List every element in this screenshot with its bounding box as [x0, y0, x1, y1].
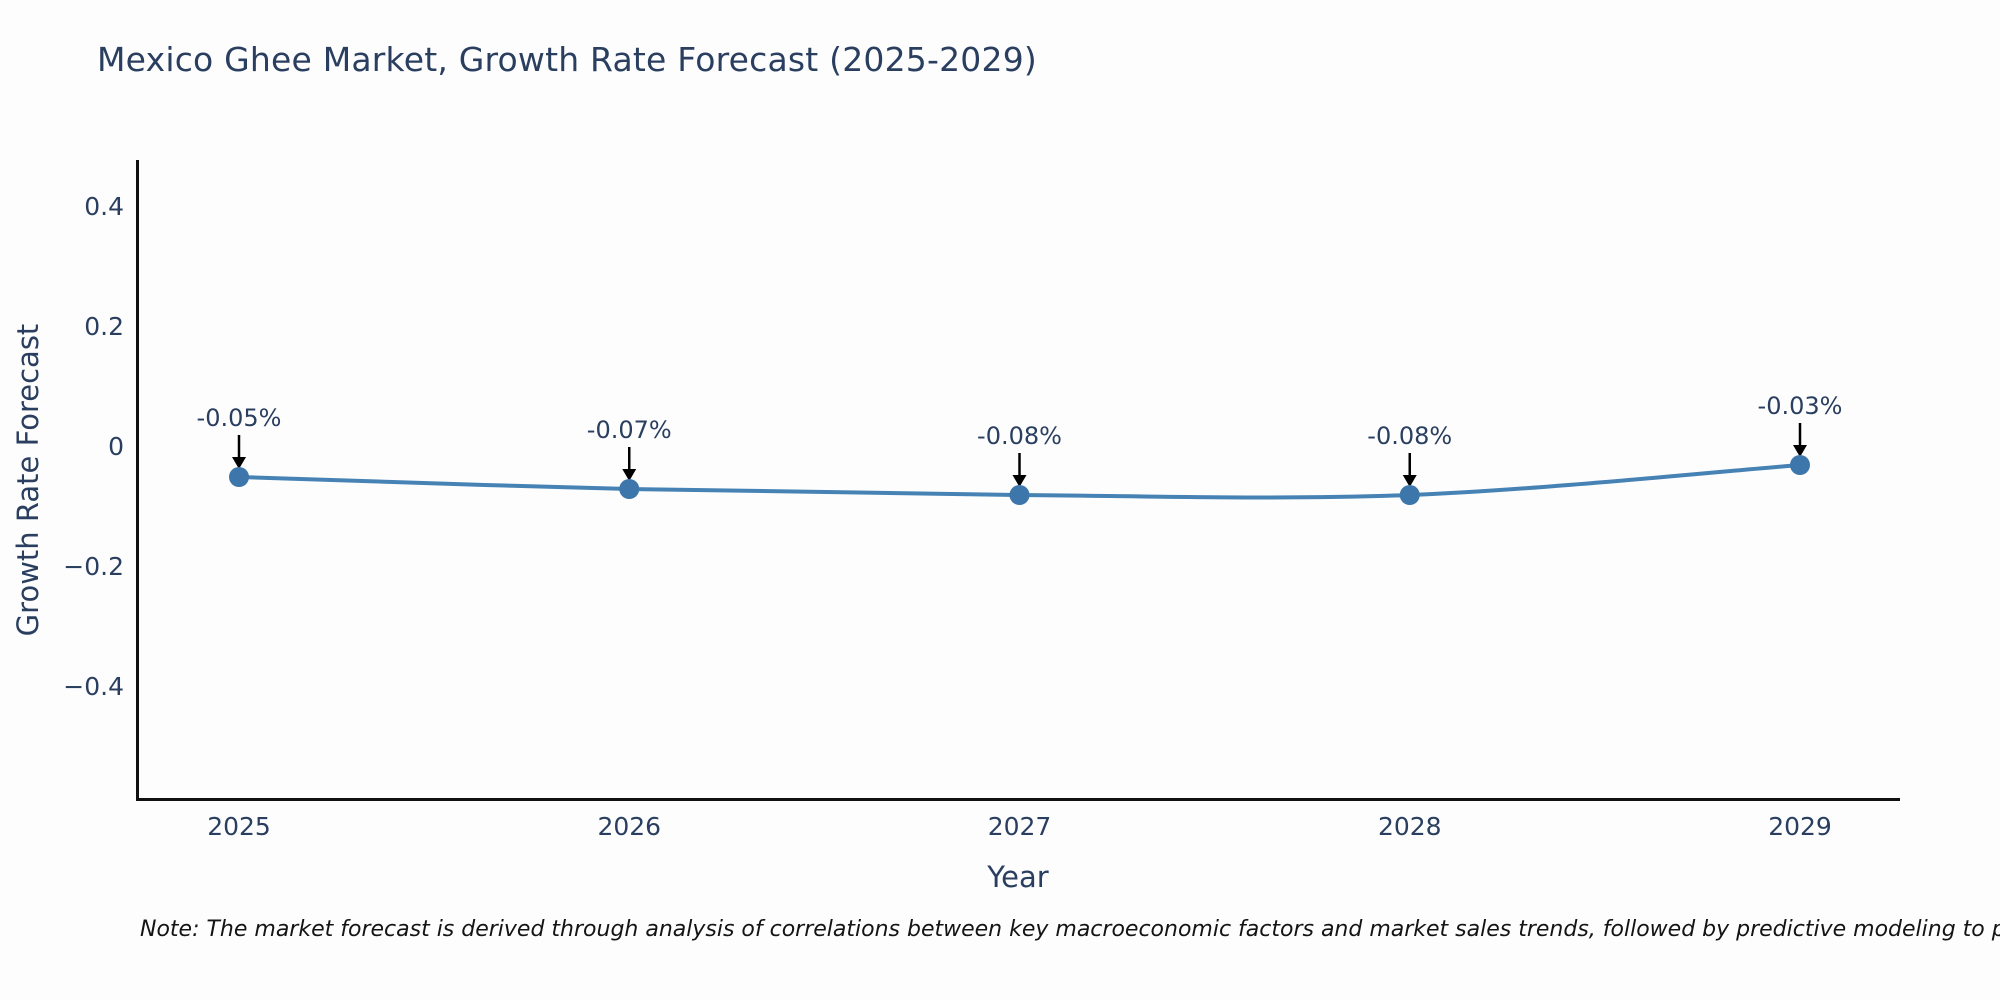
point-annotation-label: -0.08% — [977, 422, 1062, 450]
y-tick-label: 0.2 — [84, 312, 124, 341]
x-tick-label: 2028 — [1377, 812, 1442, 841]
chart-title: Mexico Ghee Market, Growth Rate Forecast… — [97, 40, 1037, 79]
data-point-marker[interactable] — [619, 479, 640, 499]
annotation-arrowhead-icon — [232, 457, 246, 469]
annotation-arrowhead-icon — [1402, 475, 1417, 487]
annotation-arrowhead-icon — [1793, 445, 1807, 457]
data-point-marker[interactable] — [1399, 485, 1420, 505]
annotation-arrowhead-icon — [1012, 475, 1027, 487]
y-tick-label: 0.4 — [84, 192, 124, 221]
y-tick-label: −0.2 — [63, 552, 124, 581]
point-annotation-label: -0.07% — [586, 416, 672, 444]
point-annotation-label: -0.05% — [196, 404, 282, 432]
x-axis-title: Year — [987, 860, 1049, 894]
x-tick-label: 2026 — [597, 812, 662, 841]
x-tick-label: 2025 — [207, 812, 271, 841]
y-tick-label: 0 — [108, 432, 124, 461]
point-annotation-label: -0.03% — [1757, 392, 1843, 420]
y-tick-label: −0.4 — [63, 672, 124, 701]
x-tick-label: 2027 — [987, 812, 1052, 841]
data-point-marker[interactable] — [1790, 455, 1810, 475]
data-point-marker[interactable] — [229, 467, 249, 487]
x-tick-label: 2029 — [1768, 812, 1832, 841]
point-annotation-label: -0.08% — [1367, 422, 1453, 450]
footnote: Note: The market forecast is derived thr… — [140, 917, 2000, 942]
data-point-marker[interactable] — [1009, 485, 1030, 505]
annotation-arrowhead-icon — [622, 469, 637, 481]
